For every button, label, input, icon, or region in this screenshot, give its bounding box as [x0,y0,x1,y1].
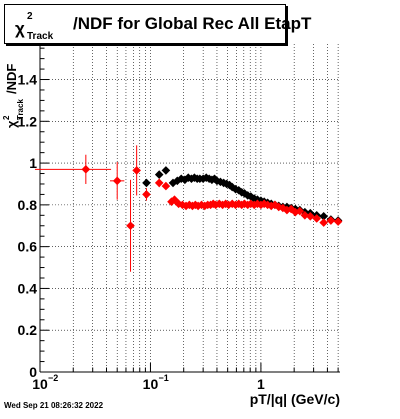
y-tick-label: 0.4 [18,280,38,296]
data-point-red [306,212,315,221]
data-point-black [212,176,222,186]
data-point-black [154,170,164,179]
data-point-red [81,165,91,174]
title-chi-symbol: χ [15,19,25,38]
data-point-black [161,166,171,175]
y-axis-title-part: /NDF [4,64,19,94]
x-tick-label: 1 [257,376,265,392]
y-axis-title-part: 2 [2,115,11,120]
data-point-black [176,174,186,184]
y-tick-label: 1.4 [18,72,38,88]
data-point-red [300,211,310,220]
data-point-red [333,217,343,226]
y-tick-label: 0.6 [18,239,38,255]
y-tick-label: 0.2 [18,322,38,338]
data-point-red [295,206,305,216]
y-axis-title-part: Track [16,99,25,120]
x-tick-label: 10 [32,376,48,392]
y-tick-label: 0.8 [18,197,38,213]
chart-title: /NDF for Global Rec All EtapT [73,14,312,33]
x-tick-exponent: −1 [158,373,168,383]
data-point-red [326,216,336,225]
data-point-red [161,181,171,191]
y-axis-title-part: χ [4,120,19,128]
data-point-red [270,200,280,210]
y-tick-label: 1.2 [18,113,38,129]
data-point-red [132,166,141,175]
data-point-black [142,178,151,188]
data-point-red [319,218,328,227]
y-tick-label: 1 [29,155,37,171]
data-point-red [312,214,322,223]
x-axis-title: pT/|q| (GeV/c) [250,391,340,407]
data-point-red [112,176,122,186]
data-point-black [319,212,328,221]
x-tick-exponent: −2 [48,373,58,383]
y-axis-title: χ2 Track/NDF [2,64,25,128]
title-subscript: Track [27,31,54,42]
y-tick-label: 0 [29,364,37,380]
data-point-black [210,174,219,184]
x-tick-label: 10 [143,376,159,392]
data-point-red [142,190,151,199]
title-superscript: 2 [27,11,33,22]
data-point-red [278,203,288,213]
data-point-red [154,178,164,188]
data-point-black [173,176,182,186]
timestamp-footer: Wed Sep 21 08:26:32 2022 [4,401,104,410]
title-box: χ 2 Track /NDF for Global Rec All EtapT [4,4,311,44]
data-point-red [126,221,135,231]
data-point-red [259,199,269,209]
